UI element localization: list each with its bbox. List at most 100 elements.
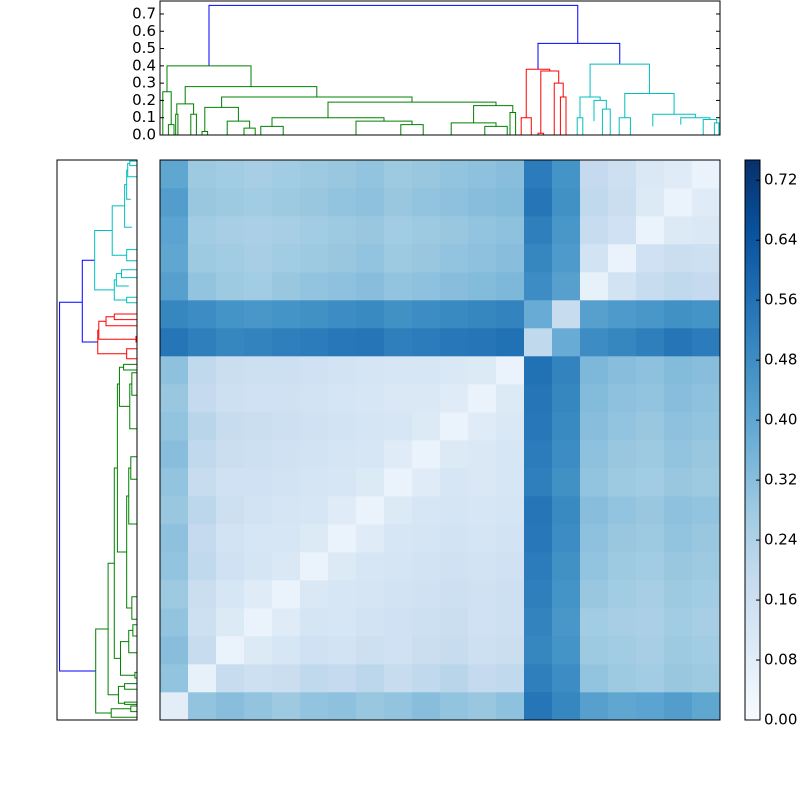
left-dendrogram-link [113, 467, 121, 659]
colorbar-tick-label: 0.72 [764, 171, 797, 189]
heatmap-cell [356, 216, 385, 245]
top-dendrogram-link [208, 4, 579, 66]
heatmap-cell [272, 552, 301, 581]
heatmap-cell [608, 356, 637, 385]
heatmap-cell [608, 216, 637, 245]
heatmap-cell [160, 440, 189, 469]
heatmap-cell [216, 692, 245, 721]
colorbar-tick-label: 0.08 [764, 651, 797, 669]
heatmap-cell [552, 552, 581, 581]
heatmap-cell [412, 664, 441, 693]
heatmap-cell [608, 692, 637, 721]
heatmap-cell [608, 188, 637, 217]
heatmap-cell [468, 468, 497, 497]
left-dendrogram-link [128, 629, 137, 654]
heatmap-cell [216, 412, 245, 441]
heatmap-cell [384, 272, 413, 301]
heatmap-cell [412, 552, 441, 581]
heatmap-cell [244, 692, 273, 721]
heatmap-cell [608, 608, 637, 637]
heatmap-cell [216, 328, 245, 357]
heatmap-cell [272, 608, 301, 637]
left-dendrogram-link [126, 495, 132, 609]
top-dendrogram-link [184, 86, 318, 104]
heatmap-cell [300, 216, 329, 245]
heatmap-cell [440, 412, 469, 441]
heatmap-cell [300, 552, 329, 581]
heatmap-cell [356, 160, 385, 189]
heatmap-cell [496, 580, 525, 609]
heatmap-cell [692, 524, 721, 553]
heatmap-cell [692, 272, 721, 301]
heatmap-cell [244, 216, 273, 245]
heatmap-cell [244, 496, 273, 525]
heatmap-cell [216, 524, 245, 553]
heatmap-cell [552, 384, 581, 413]
heatmap-cell [216, 272, 245, 301]
heatmap-cell [468, 580, 497, 609]
heatmap-cell [244, 328, 273, 357]
heatmap-cell [412, 216, 441, 245]
heatmap-cell [188, 664, 217, 693]
heatmap-cell [636, 244, 665, 273]
heatmap-cell [552, 524, 581, 553]
heatmap-cell [160, 356, 189, 385]
left-dendrogram-link [124, 184, 132, 228]
heatmap-cell [328, 328, 357, 357]
left-dendrogram-link [105, 316, 137, 327]
heatmap-cell [300, 160, 329, 189]
heatmap-cell [468, 664, 497, 693]
heatmap-cell [412, 356, 441, 385]
heatmap-cell [440, 328, 469, 357]
heatmap-cell [412, 384, 441, 413]
left-dendrogram-link [131, 596, 137, 620]
heatmap-cell [328, 496, 357, 525]
heatmap-cell [636, 384, 665, 413]
heatmap-cell [552, 272, 581, 301]
top-dendrogram-link [201, 131, 209, 135]
heatmap-cell [216, 580, 245, 609]
top-dendrogram-link [167, 124, 175, 135]
heatmap-cell [244, 160, 273, 189]
heatmap-cell [328, 160, 357, 189]
top-dendrogram-link [553, 82, 564, 135]
heatmap-cell [328, 272, 357, 301]
heatmap-cell [272, 188, 301, 217]
heatmap-cell [412, 440, 441, 469]
heatmap-cell [384, 608, 413, 637]
top-dendrogram-link [509, 112, 517, 135]
left-dendrogram-link [126, 348, 137, 360]
heatmap-cell [356, 496, 385, 525]
heatmap-cell [468, 160, 497, 189]
heatmap-cell [356, 692, 385, 721]
heatmap-cell [272, 216, 301, 245]
heatmap-cell [608, 244, 637, 273]
heatmap-cell [244, 552, 273, 581]
heatmap-cell [272, 580, 301, 609]
heatmap-cell [244, 300, 273, 329]
heatmap-cell [328, 692, 357, 721]
heatmap-cell [664, 300, 693, 329]
heatmap-cell [580, 496, 609, 525]
heatmap-cell [496, 216, 525, 245]
heatmap-cell [580, 412, 609, 441]
heatmap-cell [664, 328, 693, 357]
heatmap-cell [580, 384, 609, 413]
heatmap-cell [160, 412, 189, 441]
heatmap-cell [580, 244, 609, 273]
heatmap-cell [524, 300, 553, 329]
heatmap-cell [496, 496, 525, 525]
heatmap-cell [300, 496, 329, 525]
heatmap-cell [664, 384, 693, 413]
heatmap [160, 160, 721, 721]
heatmap-cell [692, 160, 721, 189]
heatmap-cell [580, 440, 609, 469]
colorbar-tick-label: 0.24 [764, 531, 797, 549]
heatmap-cell [580, 272, 609, 301]
heatmap-cell [300, 608, 329, 637]
top-dendrogram-link [624, 93, 675, 118]
heatmap-cell [636, 412, 665, 441]
heatmap-cell [580, 636, 609, 665]
heatmap-cell [524, 468, 553, 497]
heatmap-cell [552, 664, 581, 693]
